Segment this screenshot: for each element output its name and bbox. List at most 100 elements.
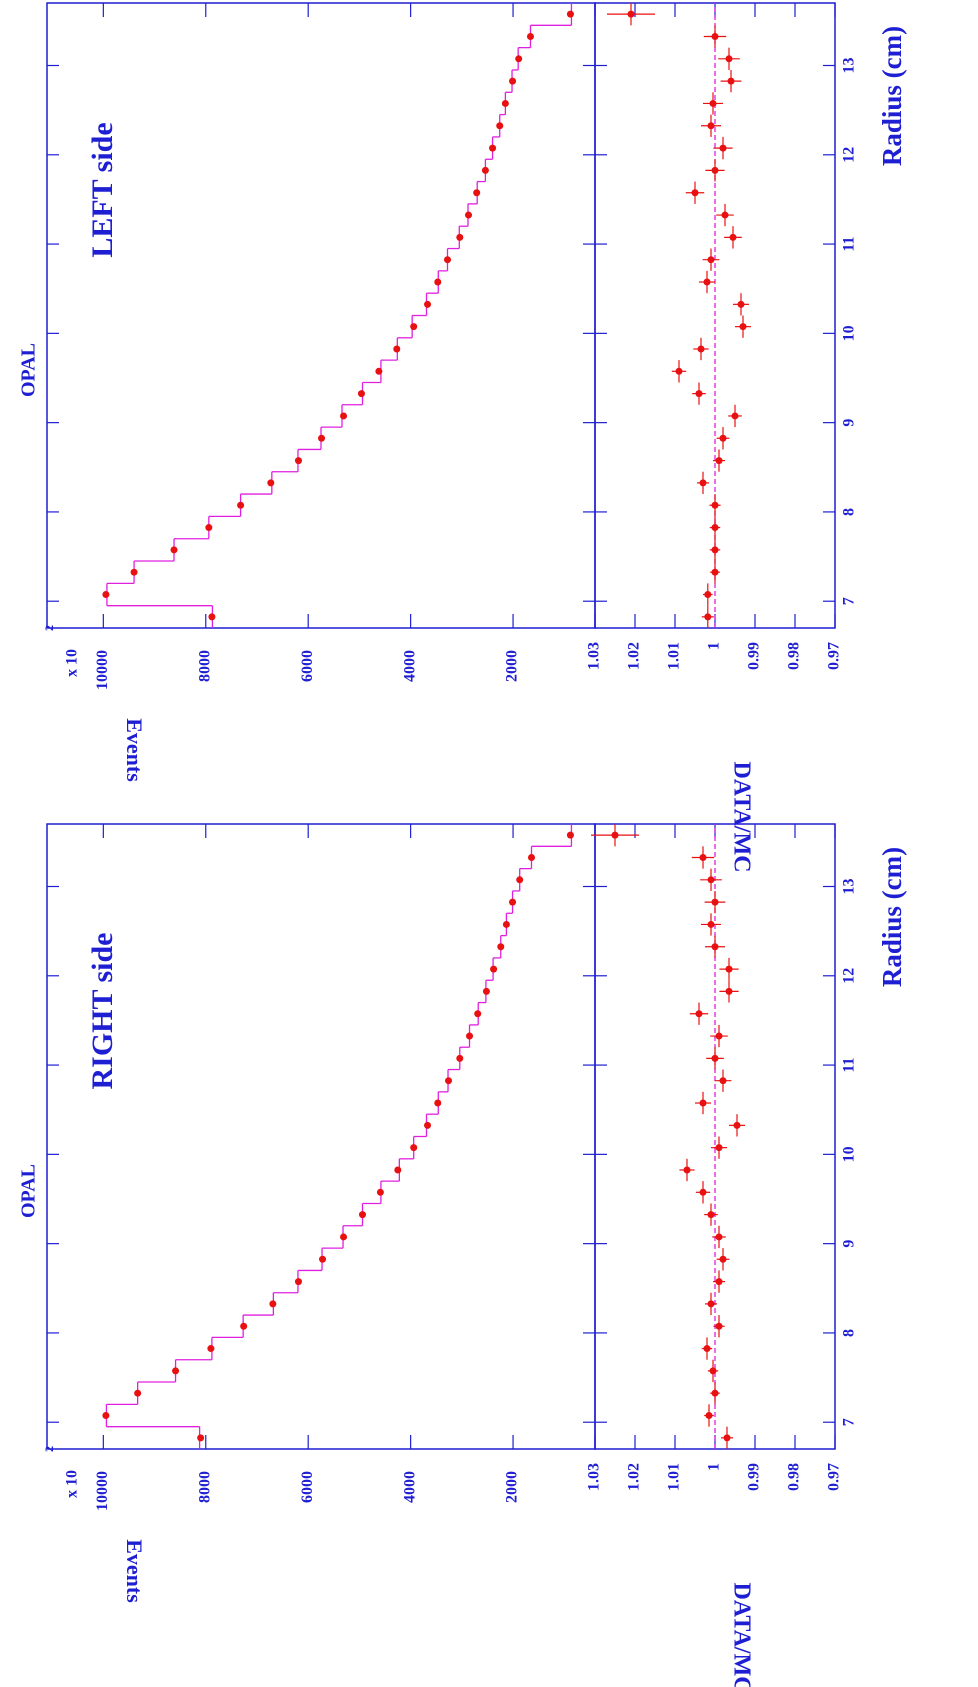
ratio-point	[723, 1434, 731, 1442]
y-tick-label: 4000	[401, 650, 418, 682]
ratio-point	[711, 568, 719, 576]
data-point	[318, 434, 326, 442]
ratio-tick-label: 1.01	[666, 1463, 683, 1491]
data-point	[319, 1255, 327, 1263]
ratio-point	[707, 122, 715, 130]
ratio-point	[711, 166, 719, 174]
data-point	[134, 1389, 142, 1397]
data-point	[566, 831, 574, 839]
data-point	[526, 32, 534, 40]
y-axis-label: Events	[122, 718, 147, 782]
ratio-tick-label: 0.98	[786, 642, 803, 670]
ratio-point	[719, 144, 727, 152]
data-point	[424, 1121, 432, 1129]
ratio-point	[715, 1322, 723, 1330]
ratio-point	[697, 345, 705, 353]
x-tick-label: 9	[841, 419, 858, 427]
data-point	[375, 367, 383, 375]
ratio-tick-label: 1.03	[586, 1463, 603, 1491]
ratio-point	[709, 1367, 717, 1375]
data-point	[269, 1300, 277, 1308]
y-tick-label: 6000	[299, 1471, 316, 1503]
events-frame	[46, 2, 596, 629]
data-point	[410, 323, 418, 331]
ratio-tick-label: 0.97	[826, 642, 843, 670]
ratio-point	[711, 943, 719, 951]
y-tick-label: 2000	[504, 1471, 521, 1503]
ratio-point	[733, 1121, 741, 1129]
ratio-point	[715, 1032, 723, 1040]
data-point	[497, 943, 505, 951]
ratio-point	[707, 256, 715, 264]
y-multiplier: x 10	[64, 649, 81, 677]
data-point	[434, 278, 442, 286]
data-point	[102, 591, 110, 599]
ratio-point	[691, 189, 699, 197]
ratio-point	[727, 77, 735, 85]
ratio-point	[719, 1255, 727, 1263]
ratio-tick-label: 1	[706, 642, 723, 650]
data-point	[456, 1054, 464, 1062]
ratio-point	[711, 1389, 719, 1397]
data-point	[394, 1166, 402, 1174]
ratio-point	[683, 1166, 691, 1174]
data-point	[393, 345, 401, 353]
x-tick-label: 8	[841, 508, 858, 516]
data-point	[509, 77, 517, 85]
data-point	[358, 1211, 366, 1219]
ratio-point	[715, 457, 723, 465]
ratio-point	[729, 233, 737, 241]
ratio-point	[715, 1144, 723, 1152]
ratio-point	[695, 390, 703, 398]
ratio-label: DATA/MC	[728, 761, 754, 872]
ratio-point	[721, 211, 729, 219]
data-point	[410, 1144, 418, 1152]
title: OPAL	[18, 343, 40, 397]
y-tick-label: 6000	[299, 650, 316, 682]
annotation: RIGHT side	[86, 933, 119, 1090]
data-point	[490, 965, 498, 973]
data-point	[376, 1188, 384, 1196]
ratio-point	[737, 300, 745, 308]
x-tick-label: 12	[841, 147, 858, 163]
x-tick-label: 11	[841, 1058, 858, 1073]
ratio-tick-label: 0.99	[746, 642, 763, 670]
data-point	[515, 55, 523, 63]
data-point	[267, 479, 275, 487]
data-point	[340, 412, 348, 420]
ratio-point	[703, 278, 711, 286]
y-tick-label: 10000	[94, 1471, 111, 1511]
x-tick-label: 9	[841, 1240, 858, 1248]
data-point	[566, 10, 574, 18]
data-point	[207, 1345, 215, 1353]
data-point	[496, 122, 504, 130]
data-point	[509, 898, 517, 906]
ratio-point	[719, 434, 727, 442]
data-point	[197, 1434, 205, 1442]
ratio-point	[711, 524, 719, 532]
annotation: LEFT side	[86, 122, 119, 257]
ratio-tick-label: 0.97	[826, 1463, 843, 1491]
ratio-point	[707, 1211, 715, 1219]
data-point	[240, 1322, 248, 1330]
ratio-point	[711, 898, 719, 906]
data-point	[482, 987, 490, 995]
y-tick-label: 8000	[196, 1471, 213, 1503]
ratio-point	[711, 546, 719, 554]
data-point	[489, 144, 497, 152]
ratio-point	[711, 501, 719, 509]
x-tick-label: 11	[841, 237, 858, 252]
data-point	[464, 211, 472, 219]
ratio-point	[715, 1233, 723, 1241]
y-tick-label: 4000	[401, 1471, 418, 1503]
x-tick-label: 13	[841, 58, 858, 74]
ratio-point	[611, 831, 619, 839]
data-point	[172, 1367, 180, 1375]
y-multiplier: x 10	[64, 1470, 81, 1498]
x-tick-label: 7	[841, 1418, 858, 1426]
data-point	[434, 1099, 442, 1107]
y-tick-label: 10000	[94, 650, 111, 690]
events-frame	[46, 823, 596, 1450]
data-point	[294, 1278, 302, 1286]
data-point	[208, 613, 216, 621]
